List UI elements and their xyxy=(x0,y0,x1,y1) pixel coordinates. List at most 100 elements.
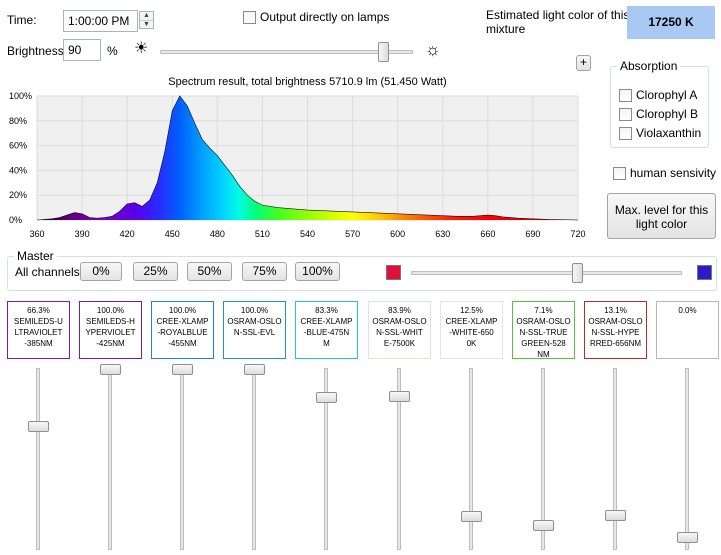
y-tick-label: 100% xyxy=(9,91,32,101)
estimated-color-label: Estimated light color of this mixture xyxy=(486,8,629,36)
master-end-color-swatch[interactable] xyxy=(697,265,712,280)
channel-percent: 66.3% xyxy=(27,306,50,315)
checkbox-icon[interactable] xyxy=(243,11,256,25)
spectrum-line xyxy=(36,95,579,221)
brightness-unit: % xyxy=(107,44,118,58)
channel-name-line: RRED-656NM xyxy=(589,339,642,348)
x-tick-label: 510 xyxy=(255,229,270,239)
channel-name-line: YPERVIOLET xyxy=(85,328,136,337)
master-50-button[interactable]: 50% xyxy=(187,262,232,281)
y-tick-label: 20% xyxy=(9,190,27,200)
max-level-button-line2: light color xyxy=(635,217,688,231)
checkbox-icon[interactable] xyxy=(619,89,632,103)
channel-slider-thumb[interactable] xyxy=(533,520,554,531)
channel-slider-thumb[interactable] xyxy=(100,364,121,375)
checkbox-icon[interactable] xyxy=(619,108,632,122)
channel-slider-thumb[interactable] xyxy=(677,532,698,543)
max-level-button[interactable]: Max. level for this light color xyxy=(607,193,716,239)
x-tick-label: 720 xyxy=(570,229,585,239)
channel-card[interactable]: 83.9% OSRAM-OSLO N-SSL-WHIT E-7500K xyxy=(368,301,431,359)
channel-slider-thumb[interactable] xyxy=(316,392,337,403)
x-tick-label: 600 xyxy=(390,229,405,239)
x-tick-label: 450 xyxy=(165,229,180,239)
channel-slider-thumb[interactable] xyxy=(461,511,482,522)
channel-slider-thumb[interactable] xyxy=(28,421,49,432)
channel-slider-thumb[interactable] xyxy=(605,510,626,521)
channel-card[interactable]: 0.0% xyxy=(656,301,719,359)
channel-slider-thumb[interactable] xyxy=(172,364,193,375)
channel-name-line: SEMILEDS-U xyxy=(14,317,63,326)
output-lamps-label: Output directly on lamps xyxy=(260,10,390,24)
master-slider-track[interactable] xyxy=(411,271,682,275)
channel-card[interactable]: 83.3% CREE-XLAMP -BLUE-475N M xyxy=(295,301,358,359)
y-tick-label: 0% xyxy=(9,215,22,225)
brightness-slider-thumb[interactable] xyxy=(377,42,389,62)
channel-slider-track[interactable] xyxy=(252,368,256,550)
human-sensitivity-checkbox[interactable]: human sensivity xyxy=(613,166,717,181)
estimated-color-label-line2: mixture xyxy=(486,22,526,36)
channel-slider-track[interactable] xyxy=(469,368,473,550)
x-tick-label: 360 xyxy=(29,229,44,239)
absorption-item-violaxanthin[interactable]: Violaxanthin xyxy=(619,126,702,141)
human-sensitivity-label: human sensivity xyxy=(630,166,717,180)
master-75-button[interactable]: 75% xyxy=(242,262,287,281)
master-100-button[interactable]: 100% xyxy=(295,262,340,281)
channel-percent: 100.0% xyxy=(96,306,125,315)
channel-name-line: LTRAVIOLET xyxy=(14,328,63,337)
channel-card[interactable]: 100.0% OSRAM-OSLO N-SSL-EVL xyxy=(223,301,286,359)
expand-plus-button[interactable]: + xyxy=(576,55,591,71)
channel-name-line: E-7500K xyxy=(383,339,416,348)
absorption-item-label: Violaxanthin xyxy=(636,126,702,140)
channel-card[interactable]: 66.3% SEMILEDS-U LTRAVIOLET -385NM xyxy=(7,301,70,359)
channel-name-line: N-SSL-HYPE xyxy=(591,328,640,337)
time-input[interactable]: 1:00:00 PM xyxy=(63,10,138,32)
master-slider-thumb[interactable] xyxy=(572,263,584,283)
chart-title: Spectrum result, total brightness 5710.9… xyxy=(168,76,446,88)
x-tick-label: 540 xyxy=(300,229,315,239)
checkbox-icon[interactable] xyxy=(613,167,626,181)
channel-slider-thumb[interactable] xyxy=(389,391,410,402)
x-tick-label: 420 xyxy=(120,229,135,239)
master-0-button[interactable]: 0% xyxy=(80,262,122,281)
channel-name-line: CREE-XLAMP xyxy=(445,317,498,326)
y-tick-label: 40% xyxy=(9,165,27,175)
channel-card[interactable]: 13.1% OSRAM-OSLO N-SSL-HYPE RRED-656NM xyxy=(584,301,647,359)
channel-percent: 100.0% xyxy=(168,306,197,315)
channel-slider-track[interactable] xyxy=(108,368,112,550)
channel-slider-track[interactable] xyxy=(36,368,40,550)
brightness-slider-track[interactable] xyxy=(160,50,413,54)
channel-name-line: -385NM xyxy=(24,339,53,348)
absorption-item-clorophyl-b[interactable]: Clorophyl B xyxy=(619,107,698,122)
master-start-color-swatch[interactable] xyxy=(386,265,401,280)
channel-slider-thumb[interactable] xyxy=(244,364,265,375)
channel-slider-track[interactable] xyxy=(397,368,401,550)
x-tick-label: 480 xyxy=(210,229,225,239)
channel-slider-track[interactable] xyxy=(541,368,545,550)
channel-name-line: OSRAM-OSLO xyxy=(372,317,427,326)
channel-card[interactable]: 7.1% OSRAM-OSLO N-SSL-TRUE GREEN-528 NM xyxy=(512,301,575,359)
sun-dim-icon: ☀ xyxy=(134,40,149,57)
channel-name-line: N-SSL-TRUE xyxy=(519,328,568,337)
spin-down-icon[interactable]: ▼ xyxy=(140,20,153,29)
channel-slider-track[interactable] xyxy=(685,368,689,550)
channel-card[interactable]: 100.0% SEMILEDS-H YPERVIOLET -425NM xyxy=(79,301,142,359)
channel-name-line: -BLUE-475N xyxy=(303,328,350,337)
x-tick-label: 630 xyxy=(435,229,450,239)
spin-up-icon[interactable]: ▲ xyxy=(143,12,150,19)
channel-card[interactable]: 100.0% CREE-XLAMP -ROYALBLUE -455NM xyxy=(151,301,214,359)
brightness-input[interactable]: 90 xyxy=(63,39,101,61)
channel-slider-track[interactable] xyxy=(613,368,617,550)
absorption-item-clorophyl-a[interactable]: Clorophyl A xyxy=(619,88,697,103)
x-tick-label: 570 xyxy=(345,229,360,239)
channel-slider-track[interactable] xyxy=(324,368,328,550)
all-channels-label: All channels xyxy=(15,265,80,279)
time-spinner[interactable]: ▲ ▼ xyxy=(139,11,154,29)
channel-name-line: -455NM xyxy=(168,339,197,348)
channel-card[interactable]: 12.5% CREE-XLAMP -WHITE-650 0K xyxy=(440,301,503,359)
output-lamps-checkbox[interactable]: Output directly on lamps xyxy=(243,10,390,25)
master-25-button[interactable]: 25% xyxy=(133,262,178,281)
channel-name-line: SEMILEDS-H xyxy=(86,317,135,326)
checkbox-icon[interactable] xyxy=(619,127,632,141)
channel-slider-track[interactable] xyxy=(180,368,184,550)
channel-percent: 7.1% xyxy=(534,306,553,315)
